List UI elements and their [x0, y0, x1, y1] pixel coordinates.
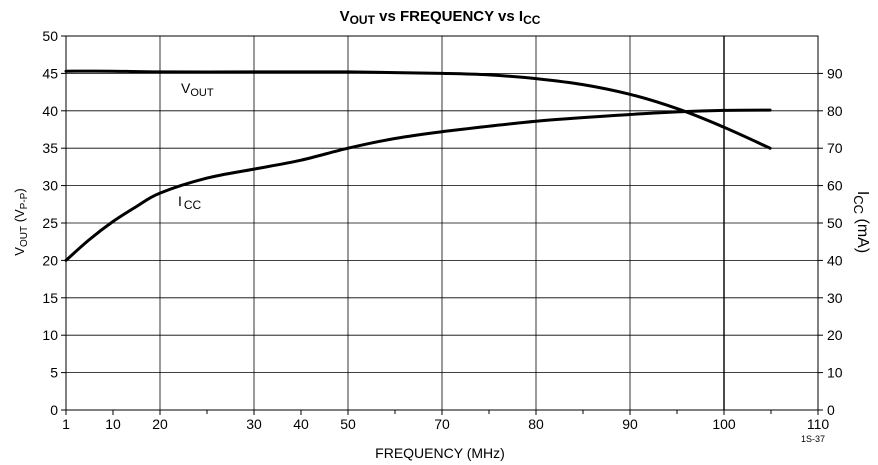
x-tick-label: 110 — [807, 416, 830, 432]
y-left-tick-label: 45 — [42, 65, 58, 81]
y-left-tick-label: 15 — [42, 290, 58, 306]
x-tick-label: 1 — [62, 416, 70, 432]
chart-title: VOUT vs FREQUENCY vs ICC — [340, 8, 541, 27]
x-tick-label: 80 — [528, 416, 544, 432]
y-right-tick-label: 70 — [827, 140, 843, 156]
series-label-vout: VOUT — [181, 80, 214, 99]
x-tick-label: 40 — [293, 416, 309, 432]
figure-code: 1S-37 — [801, 434, 825, 444]
y-left-tick-label: 20 — [42, 252, 58, 268]
y-right-tick-label: 80 — [827, 103, 843, 119]
y-right-tick-label: 90 — [827, 65, 843, 81]
y-right-tick-label: 50 — [827, 215, 843, 231]
y-left-tick-label: 50 — [42, 28, 58, 44]
y-right-tick-label: 30 — [827, 290, 843, 306]
y-right-tick-label: 0 — [827, 402, 835, 418]
y-left-tick-label: 40 — [42, 103, 58, 119]
y-right-tick-label: 20 — [827, 327, 843, 343]
x-axis-label: FREQUENCY (MHz) — [375, 445, 505, 461]
grid — [66, 36, 818, 410]
y-axis-left-label: VOUT (VP-P) — [12, 188, 30, 255]
series-line-icc — [64, 108, 772, 262]
y-right-tick-label: 40 — [827, 252, 843, 268]
series-label-icc: I CC — [178, 193, 202, 212]
x-tick-label: 100 — [712, 416, 736, 432]
y-left-tick-label: 10 — [42, 327, 58, 343]
x-tick-label: 70 — [434, 416, 450, 432]
y-right-tick-label: 10 — [827, 365, 843, 381]
x-tick-label: 10 — [105, 416, 121, 432]
x-tick-label: 30 — [246, 416, 262, 432]
x-tick-label: 90 — [622, 416, 638, 432]
y-left-tick-label: 25 — [42, 215, 58, 231]
axes: 0 5 10 15 20 25 30 35 40 45 50 0 10 20 30 40 50 60 70 80 90 1… — [42, 28, 842, 432]
y-left-tick-label: 35 — [42, 140, 58, 156]
x-tick-label: 50 — [340, 416, 356, 432]
y-left-tick-label: 30 — [42, 178, 58, 194]
y-axis-right-label: ICC (mA) — [851, 191, 871, 253]
series — [64, 69, 772, 262]
y-left-tick-label: 0 — [50, 402, 58, 418]
y-left-tick-label: 5 — [50, 365, 58, 381]
y-right-tick-label: 60 — [827, 178, 843, 194]
x-tick-label: 20 — [152, 416, 168, 432]
series-line-vout — [64, 69, 772, 150]
